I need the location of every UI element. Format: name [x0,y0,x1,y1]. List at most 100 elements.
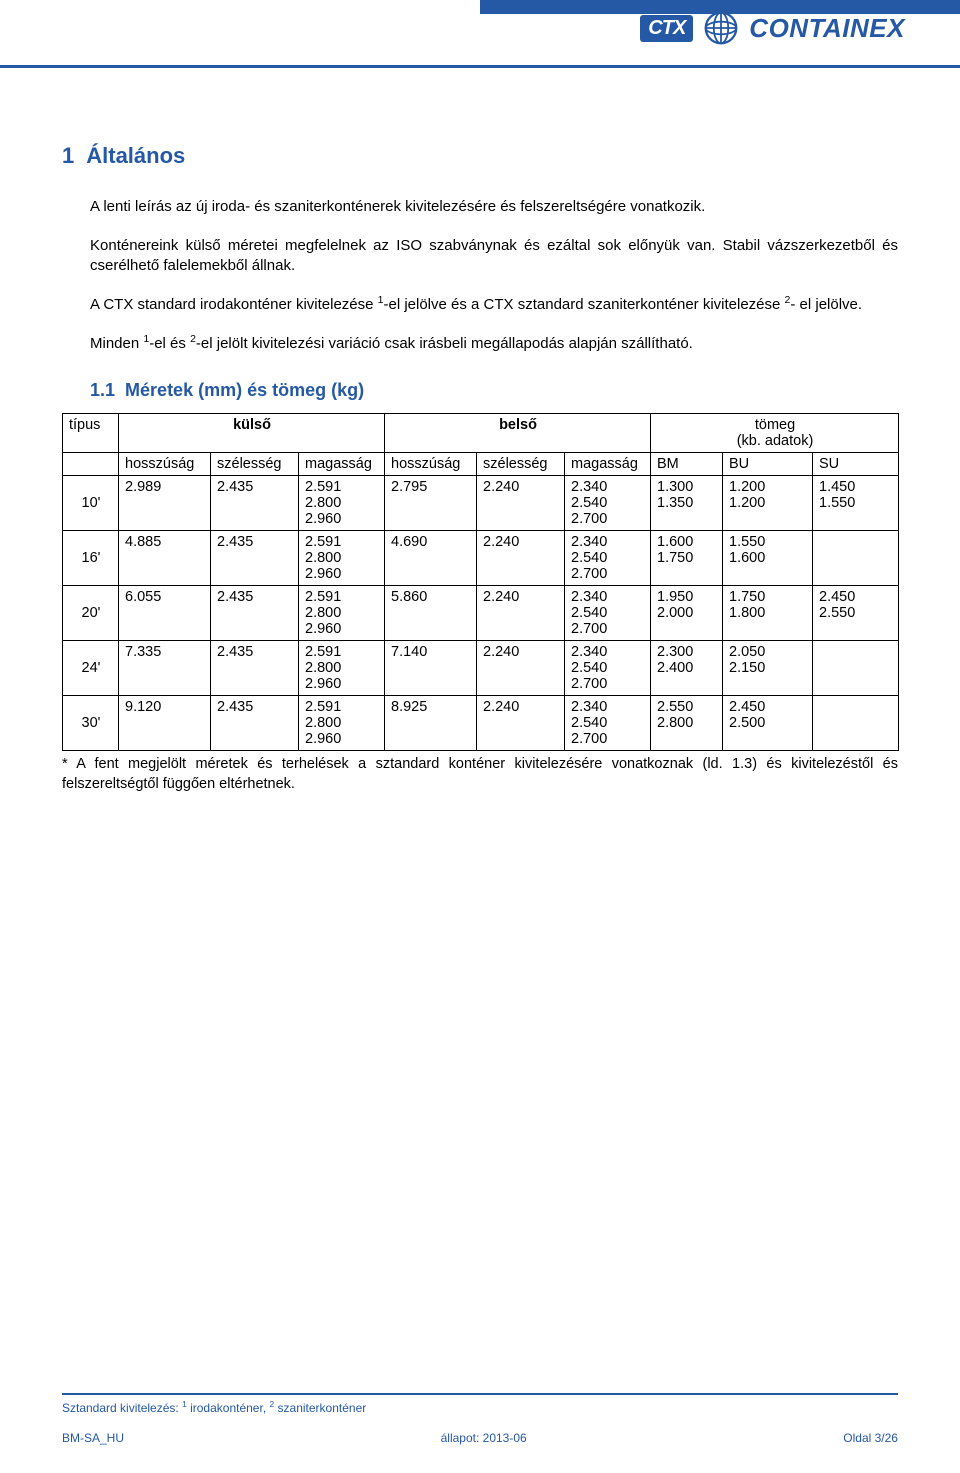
footer-line-2: BM-SA_HU állapot: 2013-06 Oldal 3/26 [62,1431,898,1445]
table-cell: 1.6001.750 [651,531,723,586]
th-bu: BU [723,453,813,476]
cell-value: 2.700 [571,731,645,747]
cell-value: 1.950 [657,589,717,605]
cell-value: 2.960 [305,566,379,582]
th-weight-line: tömeg [657,417,893,433]
cell-value: 2.450 [729,699,807,715]
table-row: 30'9.1202.4352.5912.8002.9608.9252.2402.… [63,696,899,751]
table-cell: 2.3402.5402.700 [565,586,651,641]
cell-value: 2.340 [571,479,645,495]
section-title-text: Általános [86,143,185,168]
table-cell: 30' [63,696,119,751]
table-cell: 1.7501.800 [723,586,813,641]
cell-value: 2.340 [571,644,645,660]
subsection-heading: 1.1 Méretek (mm) és tömeg (kg) [90,380,898,401]
cell-value: 2.800 [305,495,379,511]
th-iw: szélesség [477,453,565,476]
page-content: 1Általános A lenti leírás az új iroda- é… [0,68,960,795]
dimensions-table: típus külső belső tömeg(kb. adatok) hoss… [62,413,899,751]
th-oh: magasság [299,453,385,476]
cell-value: 2.300 [657,644,717,660]
paragraph-4: Minden 1-el és 2-el jelölt kivitelezési … [90,334,898,355]
footer-sup2: 2 [270,1399,275,1409]
table-cell: 7.140 [385,641,477,696]
table-cell: 20' [63,586,119,641]
table-cell: 2.240 [477,641,565,696]
cell-value: 2.800 [305,550,379,566]
section-number: 1 [62,143,74,168]
cell-value: 2.540 [571,495,645,511]
page-footer: Sztandard kivitelezés: 1 irodakonténer, … [62,1393,898,1445]
brand-logo: CTX CONTAINEX [640,10,905,46]
cell-value: 1.800 [729,605,807,621]
cell-value: 2.800 [305,660,379,676]
footer-rule [62,1393,898,1395]
table-header-row-2: hosszúság szélesség magasság hosszúság s… [63,453,899,476]
table-cell: 2.3402.5402.700 [565,696,651,751]
cell-value: 1.450 [819,479,893,495]
cell-value: 2.340 [571,699,645,715]
p4-pre: Minden [90,335,143,352]
table-cell: 1.4501.550 [813,476,899,531]
table-cell: 7.335 [119,641,211,696]
footer-status: állapot: 2013-06 [441,1431,527,1445]
cell-value: 1.200 [729,479,807,495]
table-cell: 2.240 [477,531,565,586]
paragraph-2: Konténereink külső méretei megfelelnek a… [90,236,898,277]
table-cell: 2.4502.500 [723,696,813,751]
footer-line-1: Sztandard kivitelezés: 1 irodakonténer, … [62,1401,898,1415]
table-cell: 2.5502.800 [651,696,723,751]
cell-value: 2.800 [305,605,379,621]
logo-text: CONTAINEX [749,13,905,44]
table-cell: 2.5912.8002.960 [299,586,385,641]
cell-value: 2.540 [571,605,645,621]
table-cell: 10' [63,476,119,531]
cell-value: 2.550 [657,699,717,715]
th-il: hosszúság [385,453,477,476]
table-cell: 8.925 [385,696,477,751]
table-cell: 2.435 [211,586,299,641]
th-ol: hosszúság [119,453,211,476]
footer-page: Oldal 3/26 [843,1431,898,1445]
table-cell: 4.885 [119,531,211,586]
th-bm: BM [651,453,723,476]
table-row: 24'7.3352.4352.5912.8002.9607.1402.2402.… [63,641,899,696]
table-cell: 2.240 [477,476,565,531]
th-ow: szélesség [211,453,299,476]
table-cell: 24' [63,641,119,696]
cell-value: 2.591 [305,479,379,495]
table-cell: 6.055 [119,586,211,641]
cell-value: 2.050 [729,644,807,660]
th-type: típus [63,414,119,453]
table-cell: 2.3402.5402.700 [565,476,651,531]
table-header-row-1: típus külső belső tömeg(kb. adatok) [63,414,899,453]
table-cell: 2.795 [385,476,477,531]
table-cell: 2.435 [211,696,299,751]
cell-value: 1.600 [657,534,717,550]
th-weight-line: (kb. adatok) [657,433,893,449]
p3-post: - el jelölve. [790,296,862,313]
th-inner-text: belső [499,417,537,433]
paragraph-3: A CTX standard irodakonténer kivitelezés… [90,295,898,316]
th-weight: tömeg(kb. adatok) [651,414,899,453]
table-cell: 4.690 [385,531,477,586]
cell-value: 2.960 [305,676,379,692]
table-cell: 2.3402.5402.700 [565,531,651,586]
table-cell [813,641,899,696]
cell-value: 1.750 [657,550,717,566]
footer-item1: irodakonténer, [190,1401,266,1415]
cell-value: 2.150 [729,660,807,676]
cell-value: 2.700 [571,676,645,692]
table-cell: 2.435 [211,641,299,696]
cell-value: 2.960 [305,511,379,527]
table-cell: 16' [63,531,119,586]
table-cell: 2.435 [211,531,299,586]
p3-mid: -el jelölve és a CTX sztandard szaniterk… [384,296,785,313]
subsection-title-text: Méretek (mm) és tömeg (kg) [125,380,364,400]
table-footnote: * A fent megjelölt méretek és terhelések… [62,755,898,794]
cell-value: 1.600 [729,550,807,566]
cell-value: 2.540 [571,550,645,566]
cell-value: 1.550 [819,495,893,511]
cell-value: 2.500 [729,715,807,731]
cell-value: 1.750 [729,589,807,605]
